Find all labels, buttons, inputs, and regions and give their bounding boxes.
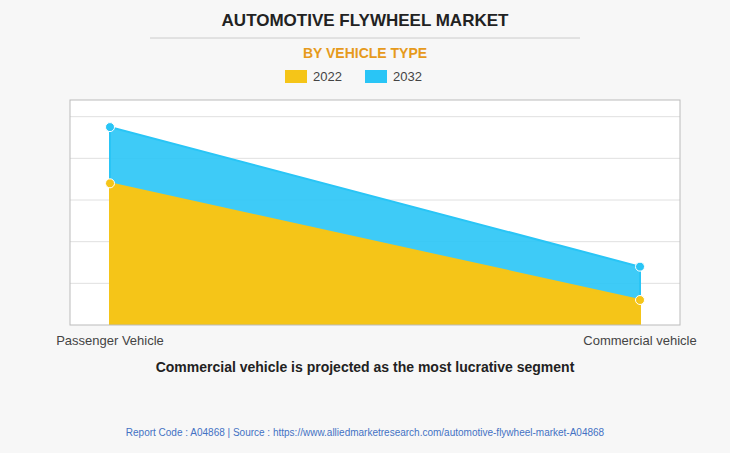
plot-frame <box>70 100 680 325</box>
x-tick-label: Commercial vehicle <box>583 333 696 348</box>
legend-swatch <box>285 70 307 83</box>
marker <box>636 262 645 271</box>
marker <box>106 123 115 132</box>
legend-label: 2022 <box>313 69 342 84</box>
marker <box>106 179 115 188</box>
area <box>110 127 640 325</box>
title: AUTOMOTIVE FLYWHEEL MARKET <box>222 11 509 30</box>
legend: 2022 2032 <box>285 69 422 84</box>
area <box>110 183 640 325</box>
marker <box>636 296 645 305</box>
legend-label: 2032 <box>393 69 422 84</box>
subtitle: BY VEHICLE TYPE <box>303 45 427 61</box>
annotation: Commercial vehicle is projected as the m… <box>156 359 575 375</box>
plot-area <box>106 123 645 325</box>
legend-swatch <box>365 70 387 83</box>
x-tick-label: Passenger Vehicle <box>56 333 164 348</box>
annotation: Report Code : A04868 | Source : https://… <box>126 427 605 438</box>
plot-background <box>70 100 680 325</box>
title-rule <box>150 38 580 39</box>
grid-line <box>70 116 680 117</box>
